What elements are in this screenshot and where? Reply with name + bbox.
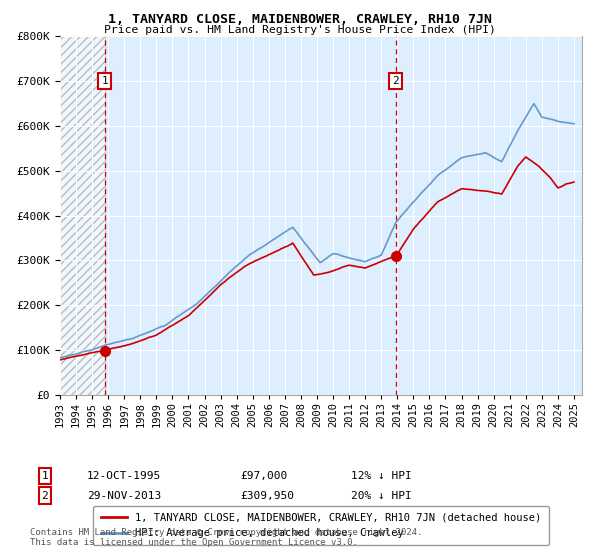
Text: 1, TANYARD CLOSE, MAIDENBOWER, CRAWLEY, RH10 7JN: 1, TANYARD CLOSE, MAIDENBOWER, CRAWLEY, … <box>108 13 492 26</box>
Text: 12-OCT-1995: 12-OCT-1995 <box>87 471 161 481</box>
Text: 2: 2 <box>41 491 49 501</box>
Bar <box>60 36 104 395</box>
Text: Price paid vs. HM Land Registry's House Price Index (HPI): Price paid vs. HM Land Registry's House … <box>104 25 496 35</box>
Text: Contains HM Land Registry data © Crown copyright and database right 2024.
This d: Contains HM Land Registry data © Crown c… <box>30 528 422 548</box>
Text: £97,000: £97,000 <box>240 471 287 481</box>
Text: 1: 1 <box>101 76 108 86</box>
Text: £309,950: £309,950 <box>240 491 294 501</box>
Text: 12% ↓ HPI: 12% ↓ HPI <box>351 471 412 481</box>
Text: 20% ↓ HPI: 20% ↓ HPI <box>351 491 412 501</box>
Text: 29-NOV-2013: 29-NOV-2013 <box>87 491 161 501</box>
Legend: 1, TANYARD CLOSE, MAIDENBOWER, CRAWLEY, RH10 7JN (detached house), HPI: Average : 1, TANYARD CLOSE, MAIDENBOWER, CRAWLEY, … <box>94 506 548 545</box>
Bar <box>60 36 104 395</box>
Text: 2: 2 <box>392 76 399 86</box>
Text: 1: 1 <box>41 471 49 481</box>
